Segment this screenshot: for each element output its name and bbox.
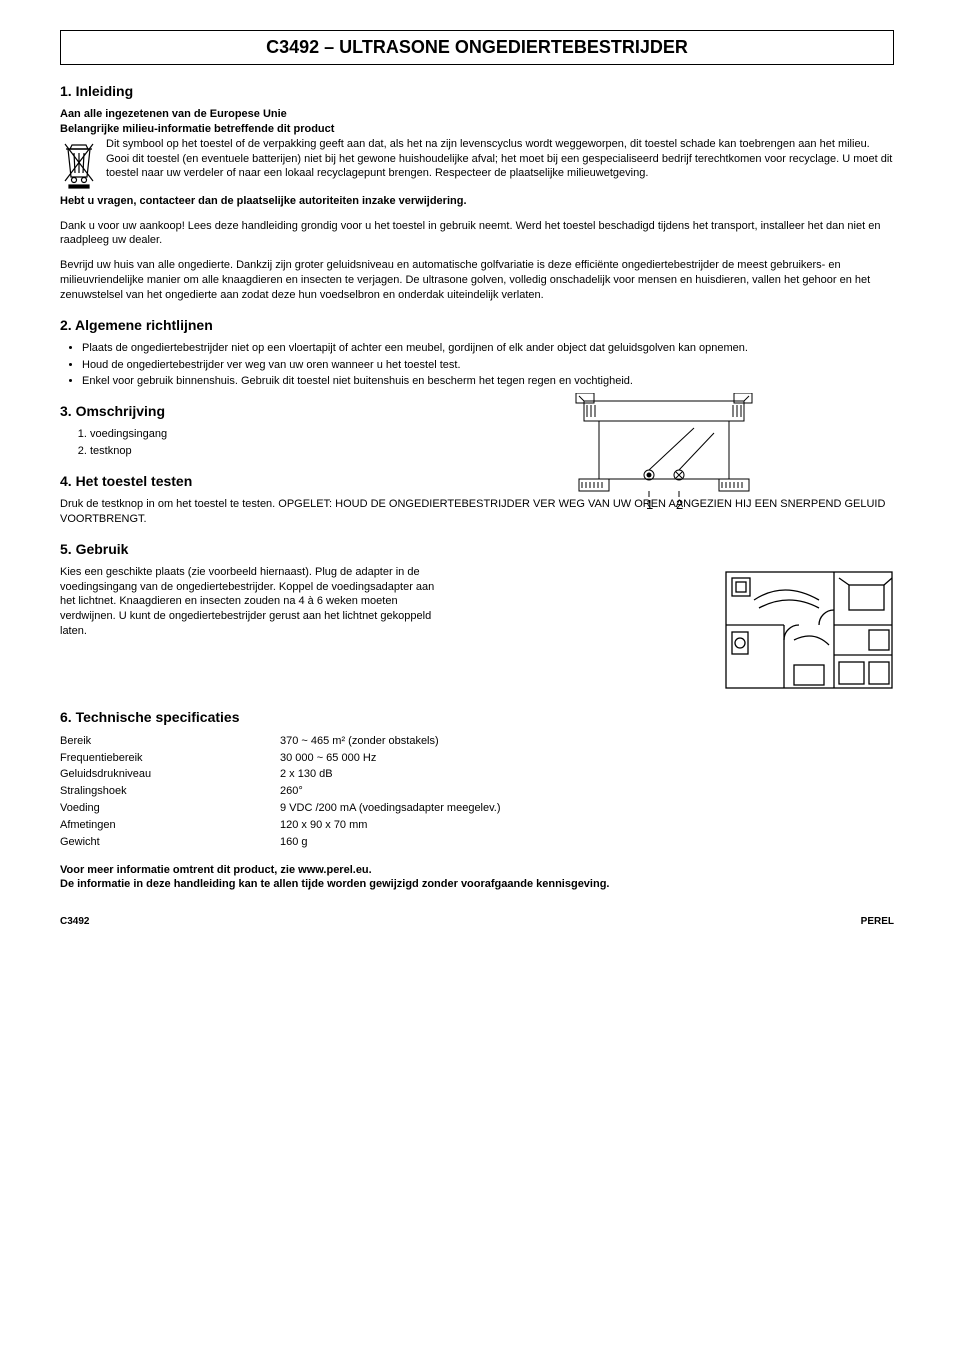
room-diagram xyxy=(724,570,894,695)
footer-left: C3492 xyxy=(60,916,89,927)
spec-label: Afmetingen xyxy=(60,817,280,834)
table-row: Afmetingen120 x 90 x 70 mm xyxy=(60,817,501,834)
table-row: Bereik370 ~ 465 m² (zonder obstakels) xyxy=(60,733,501,750)
spec-value: 30 000 ~ 65 000 Hz xyxy=(280,750,501,767)
guideline-item: Enkel voor gebruik binnenshuis. Gebruik … xyxy=(82,374,894,389)
eu-line-2: Belangrijke milieu-informatie betreffend… xyxy=(60,122,894,137)
section-6-heading: 6. Technische specificaties xyxy=(60,709,894,725)
page-container: C3492 – ULTRASONE ONGEDIERTEBESTRIJDER 1… xyxy=(0,0,954,947)
guideline-item: Houd de ongediertebestrijder ver weg van… xyxy=(82,358,894,373)
device-diagram: 1 2 xyxy=(554,393,774,518)
table-row: Frequentiebereik30 000 ~ 65 000 Hz xyxy=(60,750,501,767)
specs-table: Bereik370 ~ 465 m² (zonder obstakels) Fr… xyxy=(60,733,501,851)
desc-test-block: 3. Omschrijving voedingsingang testknop … xyxy=(60,403,894,489)
spec-label: Stralingshoek xyxy=(60,783,280,800)
eu-notice-block: Aan alle ingezetenen van de Europese Uni… xyxy=(60,107,894,209)
spec-value: 120 x 90 x 70 mm xyxy=(280,817,501,834)
footer-right: PEREL xyxy=(861,916,894,927)
usage-block: Kies een geschikte plaats (zie voorbeeld… xyxy=(60,565,894,695)
table-row: Gewicht160 g xyxy=(60,834,501,851)
table-row: Geluidsdrukniveau2 x 130 dB xyxy=(60,766,501,783)
spec-label: Gewicht xyxy=(60,834,280,851)
spec-value: 9 VDC /200 mA (voedingsadapter meegelev.… xyxy=(280,800,501,817)
weee-text: Dit symbool op het toestel of de verpakk… xyxy=(106,137,894,182)
guideline-item: Plaats de ongediertebestrijder niet op e… xyxy=(82,341,894,356)
section-5-heading: 5. Gebruik xyxy=(60,541,894,557)
section-2-heading: 2. Algemene richtlijnen xyxy=(60,317,894,333)
page-footer: C3492 PEREL xyxy=(60,916,894,927)
usage-text: Kies een geschikte plaats (zie voorbeeld… xyxy=(60,565,440,639)
spec-value: 260° xyxy=(280,783,501,800)
title-box: C3492 – ULTRASONE ONGEDIERTEBESTRIJDER xyxy=(60,30,894,65)
table-row: Stralingshoek260° xyxy=(60,783,501,800)
footer-info: Voor meer informatie omtrent dit product… xyxy=(60,863,894,893)
product-desc-paragraph: Bevrijd uw huis van alle ongedierte. Dan… xyxy=(60,258,894,303)
spec-value: 370 ~ 465 m² (zonder obstakels) xyxy=(280,733,501,750)
weee-bin-icon xyxy=(60,139,98,194)
weee-wrap: Dit symbool op het toestel of de verpakk… xyxy=(60,137,894,194)
spec-label: Frequentiebereik xyxy=(60,750,280,767)
guidelines-list: Plaats de ongediertebestrijder niet op e… xyxy=(60,341,894,390)
section-1-heading: 1. Inleiding xyxy=(60,83,894,99)
spec-value: 160 g xyxy=(280,834,501,851)
document-title: C3492 – ULTRASONE ONGEDIERTEBESTRIJDER xyxy=(71,37,883,58)
footer-info-2: De informatie in deze handleiding kan te… xyxy=(60,877,894,892)
eu-line-1: Aan alle ingezetenen van de Europese Uni… xyxy=(60,107,894,122)
thanks-paragraph: Dank u voor uw aankoop! Lees deze handle… xyxy=(60,219,894,249)
weee-bold-line: Hebt u vragen, contacteer dan de plaatse… xyxy=(60,194,894,209)
diagram-label-2: 2 xyxy=(676,497,683,512)
spec-label: Voeding xyxy=(60,800,280,817)
spec-label: Geluidsdrukniveau xyxy=(60,766,280,783)
spec-value: 2 x 130 dB xyxy=(280,766,501,783)
spec-label: Bereik xyxy=(60,733,280,750)
footer-info-1: Voor meer informatie omtrent dit product… xyxy=(60,863,894,878)
diagram-label-1: 1 xyxy=(646,497,653,512)
table-row: Voeding9 VDC /200 mA (voedingsadapter me… xyxy=(60,800,501,817)
